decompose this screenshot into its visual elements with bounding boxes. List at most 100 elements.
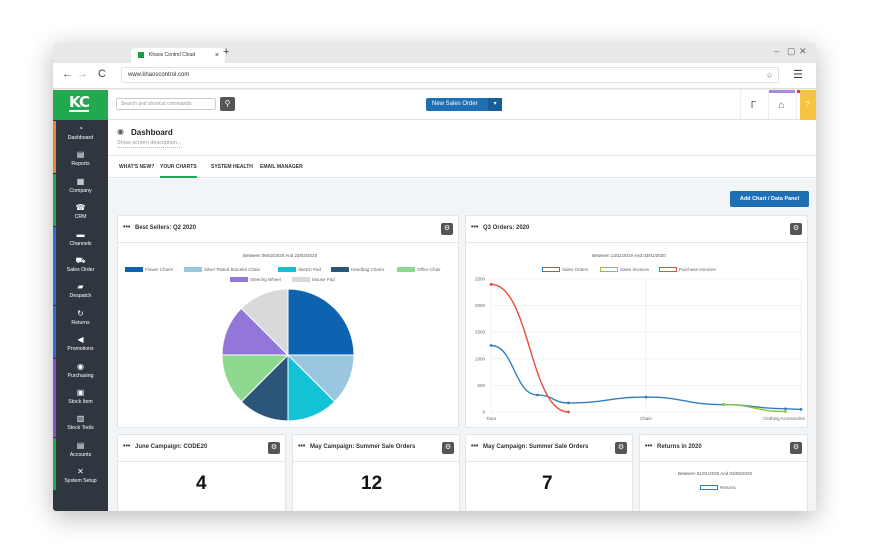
panel-menu-icon[interactable]: ••• xyxy=(123,224,131,231)
data-point[interactable] xyxy=(784,410,787,413)
data-point[interactable] xyxy=(784,407,787,411)
sidebar-item-accent xyxy=(53,279,56,306)
browser-tab[interactable]: Khaos Control Cloud × xyxy=(131,48,225,63)
legend-item[interactable]: Handbag Charm xyxy=(331,267,384,273)
tab-your-charts[interactable]: YOUR CHARTS xyxy=(160,156,197,178)
tab-whats-new[interactable]: WHAT'S NEW? xyxy=(119,164,155,170)
tab-system-health[interactable]: SYSTEM HEALTH xyxy=(211,164,253,170)
page-header: ◉ Dashboard Show screen description... xyxy=(108,120,816,156)
data-point[interactable] xyxy=(722,403,725,406)
legend-swatch xyxy=(600,267,618,273)
sidebar-item-accent xyxy=(53,253,56,279)
reload-icon[interactable]: C xyxy=(98,68,106,80)
legend-item[interactable]: Office Chair xyxy=(397,267,441,273)
panel-menu-icon[interactable]: ••• xyxy=(471,443,479,450)
legend-item[interactable]: Steering Wheel xyxy=(230,277,281,283)
new-sales-order-button[interactable]: New Sales Order ▾ xyxy=(426,98,502,111)
browser-tab-bar: Khaos Control Cloud × + – ▢ ✕ xyxy=(53,43,816,63)
sidebar-item-company[interactable]: ▦ Company xyxy=(53,173,108,200)
top-bar: Search and shortcut commands ⚲ New Sales… xyxy=(108,90,816,120)
sidebar-item-system-setup[interactable]: ✕ System Setup xyxy=(53,464,108,491)
close-window-button[interactable]: ✕ xyxy=(799,46,807,56)
phone-icon: ☎ xyxy=(75,203,86,213)
tab-email-manager[interactable]: EMAIL MANAGER xyxy=(260,164,303,170)
sidebar-item-label: System Setup xyxy=(64,478,97,485)
help-tab[interactable]: ? xyxy=(800,90,816,120)
new-tab-button[interactable]: + xyxy=(223,46,230,58)
legend-item[interactable]: Sales Orders xyxy=(542,267,589,273)
sidebar-item-stock-item[interactable]: ▣ Stock Item xyxy=(53,385,108,411)
forward-icon[interactable]: → xyxy=(77,68,88,80)
sidebar-item-channels[interactable]: ▬ Channels xyxy=(53,226,108,253)
sidebar-item-promotions[interactable]: ◀ Promotions xyxy=(53,332,108,359)
sidebar-item-label: Promotions xyxy=(67,346,94,353)
bookmark-star-icon[interactable]: ☆ xyxy=(765,71,773,80)
address-bar[interactable]: www.khaoscontrol.com ☆ xyxy=(121,67,779,83)
legend-item[interactable]: Sketch Pad xyxy=(278,267,321,273)
legend-item[interactable]: Purchase Invoices xyxy=(659,267,716,273)
sidebar-item-reports[interactable]: ▤ Reports xyxy=(53,147,108,174)
gear-icon[interactable]: ⚙ xyxy=(441,223,453,235)
data-point[interactable] xyxy=(567,410,570,414)
panel-menu-icon[interactable]: ••• xyxy=(298,443,306,450)
browser-nav-bar: ← → C www.khaoscontrol.com ☆ ☰ xyxy=(53,63,816,89)
sidebar-item-returns[interactable]: ↻ Returns xyxy=(53,305,108,332)
data-point[interactable] xyxy=(567,401,570,405)
legend-item[interactable]: Sales Invoices xyxy=(600,267,649,273)
panel-menu-icon[interactable]: ••• xyxy=(123,443,131,450)
panel-title: June Campaign: CODE20 xyxy=(135,444,208,450)
sidebar-item-despatch[interactable]: ▰ Despatch xyxy=(53,279,108,306)
data-point[interactable] xyxy=(536,393,539,397)
gear-icon[interactable]: ⚙ xyxy=(790,223,802,235)
warehouse-icon[interactable]: ⌂ xyxy=(768,90,795,120)
gear-icon[interactable]: ⚙ xyxy=(268,442,280,454)
sidebar-item-sales-order[interactable]: ⛟ Sales Order xyxy=(53,253,108,279)
legend-item[interactable]: Mouse Pad xyxy=(292,277,335,283)
search-icon[interactable]: ⚲ xyxy=(220,97,235,111)
sidebar-item-stock-tools[interactable]: ▥ Stock Tools xyxy=(53,411,108,438)
gear-icon[interactable]: ⚙ xyxy=(442,442,454,454)
page-description-link[interactable]: Show screen description... xyxy=(117,140,182,148)
search-input[interactable]: Search and shortcut commands xyxy=(116,98,216,110)
legend-swatch xyxy=(331,267,349,273)
may-campaign-panel: ••• May Campaign: Summer Sale Orders ⚙ 1… xyxy=(292,434,460,511)
sidebar-item-accent xyxy=(53,121,56,147)
maximize-button[interactable]: ▢ xyxy=(787,46,796,56)
tab-bar: WHAT'S NEW? YOUR CHARTS SYSTEM HEALTH EM… xyxy=(108,156,816,178)
gear-icon[interactable]: ⚙ xyxy=(615,442,627,454)
pie-slice[interactable] xyxy=(287,288,355,356)
legend-item[interactable]: Flower Charm xyxy=(125,267,173,273)
legend-swatch xyxy=(230,277,248,283)
sidebar-item-crm[interactable]: ☎ CRM xyxy=(53,200,108,227)
series-line xyxy=(723,403,786,413)
box-icon: ▣ xyxy=(76,388,85,397)
close-tab-icon[interactable]: × xyxy=(214,52,219,59)
legend-item[interactable]: Silver Plated Bracelet Chain xyxy=(184,267,260,273)
sidebar-item-accent xyxy=(53,385,56,411)
sidebar-item-label: Dashboard xyxy=(67,135,94,141)
chevron-down-icon[interactable]: ▾ xyxy=(488,98,502,111)
data-point[interactable] xyxy=(799,407,803,411)
sidebar-item-purchasing[interactable]: ◉ Purchasing xyxy=(53,358,108,385)
returns-panel: ••• Returns in 2020 ⚙ Between 01/01/2020… xyxy=(639,434,808,511)
legend-label: Steering Wheel xyxy=(250,277,281,282)
gear-icon[interactable]: ⚙ xyxy=(790,442,802,454)
panel-menu-icon[interactable]: ••• xyxy=(471,224,479,231)
minimize-button[interactable]: – xyxy=(774,46,780,56)
browser-menu-icon[interactable]: ☰ xyxy=(793,69,803,81)
sidebar-item-accent xyxy=(53,464,56,491)
user-type-icon[interactable]: Γ xyxy=(740,90,766,120)
dashboard-content: Add Chart / Data Panel ••• Best Sellers:… xyxy=(108,179,816,511)
pie-slice[interactable] xyxy=(240,288,289,357)
panel-menu-icon[interactable]: ••• xyxy=(645,443,653,450)
back-icon[interactable]: ← xyxy=(62,68,73,80)
data-point[interactable] xyxy=(489,344,493,347)
kc-logo[interactable]: KC xyxy=(53,90,108,120)
eye-icon[interactable]: ◉ xyxy=(117,127,124,136)
sidebar-item-dashboard[interactable]: ◔ Dashboard xyxy=(53,121,108,147)
add-chart-button[interactable]: Add Chart / Data Panel xyxy=(730,191,809,207)
data-point[interactable] xyxy=(644,395,648,399)
sidebar-item-accounts[interactable]: ▤ Accounts xyxy=(53,437,108,464)
data-point[interactable] xyxy=(489,282,493,286)
legend-label: Sales Orders xyxy=(562,267,589,272)
